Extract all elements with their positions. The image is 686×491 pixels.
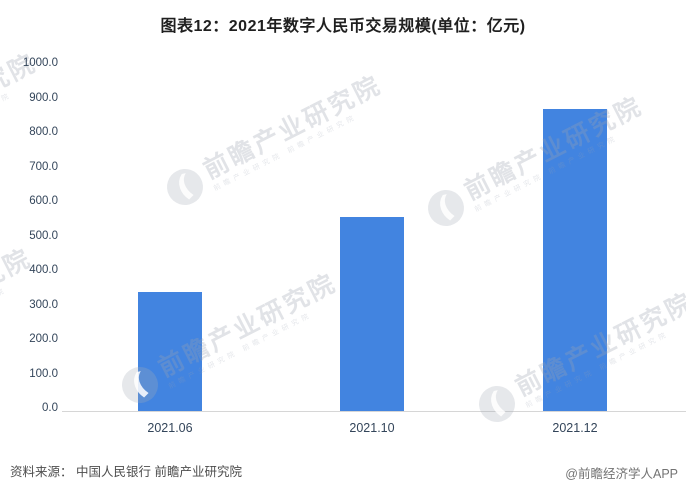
y-tick-label: 600.0 [29, 195, 58, 207]
x-tick-label: 2021.06 [147, 421, 193, 435]
qianzhan-logo-icon [473, 380, 524, 433]
y-tick-label: 100.0 [29, 367, 58, 380]
bar [543, 109, 607, 411]
x-tick-label: 2021.10 [349, 421, 395, 435]
qianzhan-logo-icon [422, 184, 473, 237]
credit-note: @前瞻经济学人APP [565, 467, 678, 481]
y-tick-label: 900.0 [29, 91, 58, 104]
watermark: 前瞻产业研究院前瞻产业研究院 前瞻产业研究院 [161, 71, 393, 216]
bar [138, 292, 202, 411]
y-tick-label: 700.0 [29, 160, 58, 173]
watermark-subtext: 前瞻产业研究院 前瞻产业研究院 [212, 113, 359, 193]
watermark-subtext: 前瞻产业研究院 前瞻产业研究院 [0, 286, 9, 366]
watermark-subtext: 前瞻产业研究院 前瞻产业研究院 [0, 91, 14, 171]
chart-title: 图表12：2021年数字人民币交易规模(单位：亿元) [160, 18, 526, 35]
bar [340, 217, 404, 411]
x-tick-label: 2021.12 [552, 421, 598, 435]
y-tick-label: 500.0 [29, 229, 58, 242]
y-tick-label: 400.0 [29, 264, 58, 276]
y-tick-label: 1000.0 [22, 57, 58, 69]
y-tick-label: 300.0 [29, 298, 58, 311]
source-note: 资料来源： 中国人民银行 前瞻产业研究院 [10, 465, 242, 479]
watermark: 前瞻产业研究院前瞻产业研究院 前瞻产业研究院 [422, 92, 654, 237]
y-tick-label: 0.0 [42, 402, 58, 414]
y-tick-label: 200.0 [29, 333, 58, 345]
x-axis-line [62, 411, 686, 412]
qianzhan-logo-icon [161, 163, 212, 216]
watermark-text: 前瞻产业研究院 [199, 70, 387, 185]
y-tick-label: 800.0 [29, 126, 58, 138]
